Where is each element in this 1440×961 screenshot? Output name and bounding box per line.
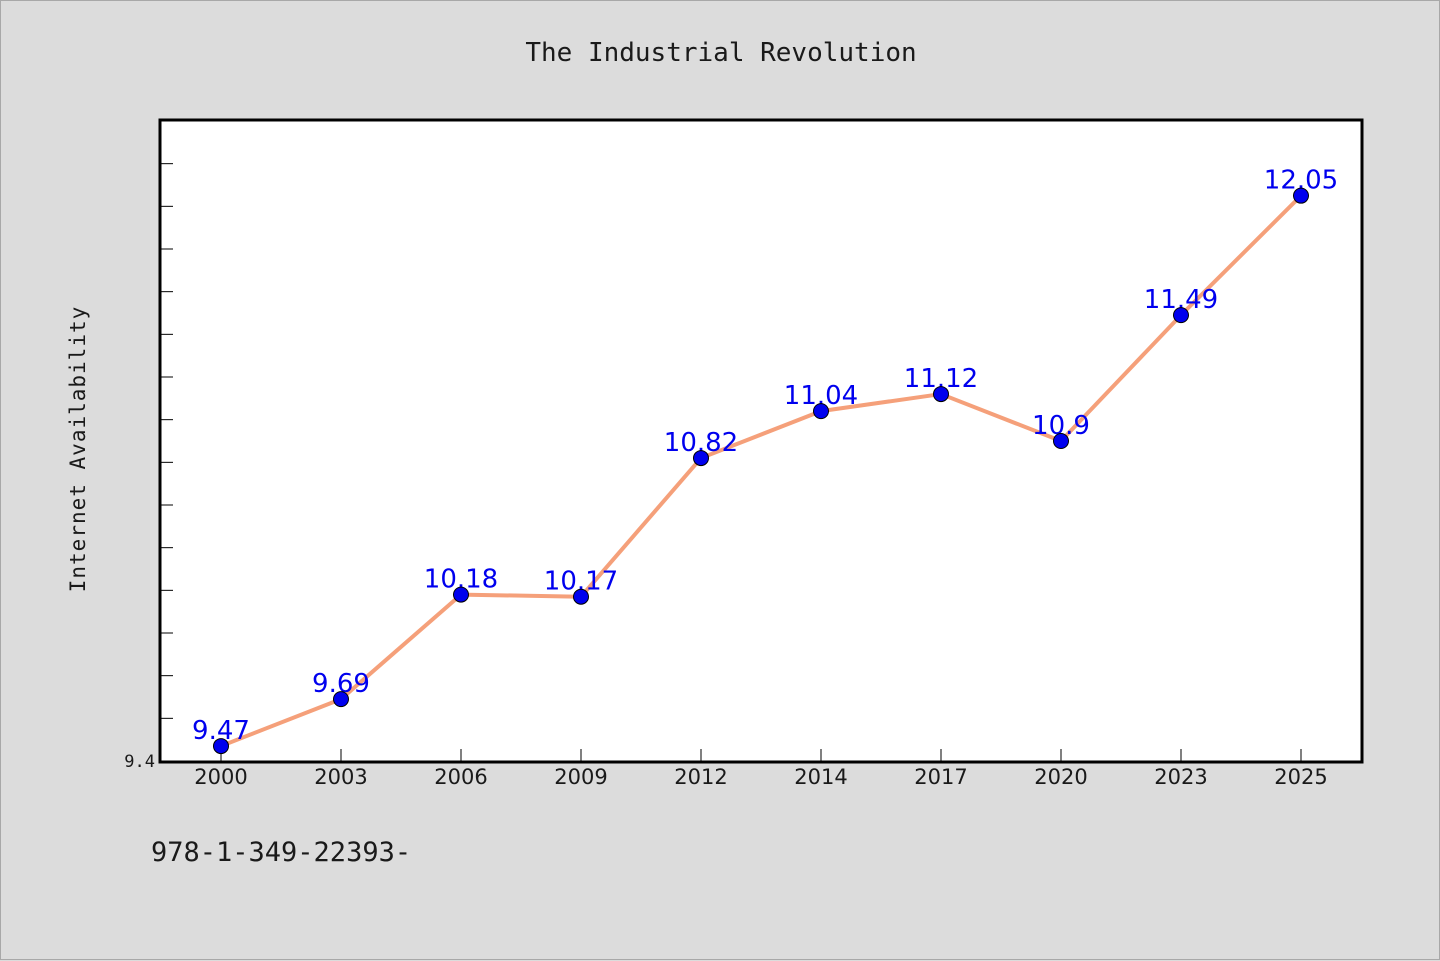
x-tick-label: 2025 (1274, 765, 1327, 789)
data-point (573, 588, 589, 605)
y-axis-label: Internet Availability (66, 306, 90, 593)
series-line (220, 194, 1303, 748)
chart-title: The Industrial Revolution (525, 38, 916, 68)
data-point (213, 738, 229, 755)
data-point (1293, 187, 1309, 204)
x-tick-label: 2014 (794, 765, 847, 789)
x-tick-label: 2000 (194, 765, 247, 789)
y-tick-label: 9.4 (124, 752, 155, 772)
y-axis-ticks: 9.4 (124, 163, 173, 772)
data-point (333, 691, 349, 708)
plot-area (158, 118, 1364, 764)
x-tick-label: 2020 (1034, 765, 1087, 789)
data-point (1173, 307, 1189, 324)
x-tick-label: 2023 (1154, 765, 1207, 789)
x-axis-ticks: 2000 2003 2006 2009 2012 2014 2017 2020 2023 2025 (194, 749, 1328, 789)
data-point (813, 403, 829, 420)
x-tick-label: 2006 (434, 765, 487, 789)
x-tick-label: 2009 (554, 765, 607, 789)
data-point (933, 386, 949, 403)
x-tick-label: 2003 (314, 765, 367, 789)
data-point (693, 450, 709, 467)
x-tick-label: 2012 (674, 765, 727, 789)
data-point (453, 586, 469, 603)
footer-text: 978-1-349-22393- (151, 837, 412, 868)
data-point (1053, 433, 1069, 449)
x-tick-label: 2017 (914, 765, 967, 789)
